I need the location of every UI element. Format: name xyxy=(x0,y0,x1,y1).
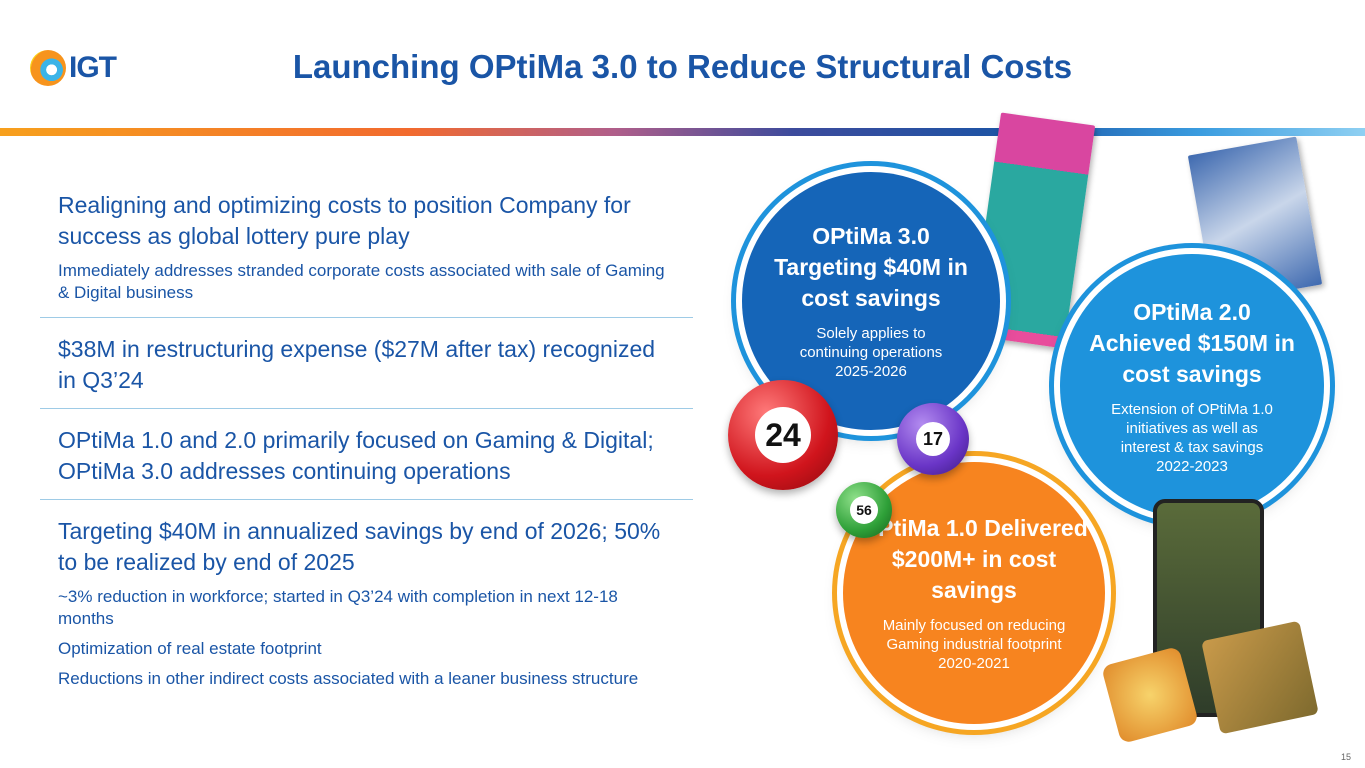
ball-number: 24 xyxy=(755,407,811,463)
section-bullet: Immediately addresses stranded corporate… xyxy=(58,261,665,302)
optima-2-title: OPtiMa 2.0 Achieved $150M in cost saving… xyxy=(1089,298,1295,387)
optima-3-title: OPtiMa 3.0 Targeting $40M in cost saving… xyxy=(774,223,968,311)
section-3: OPtiMa 1.0 and 2.0 primarily focused on … xyxy=(40,409,693,500)
section-1: Realigning and optimizing costs to posit… xyxy=(40,190,693,318)
section-heading: Targeting $40M in annualized savings by … xyxy=(58,518,661,575)
page-number: 15 xyxy=(1340,752,1351,762)
page-title: Launching OPtiMa 3.0 to Reduce Structura… xyxy=(292,48,1073,85)
section-heading: OPtiMa 1.0 and 2.0 primarily focused on … xyxy=(58,427,654,484)
section-4: Targeting $40M in annualized savings by … xyxy=(40,500,693,690)
optima-2-desc: Extension of OPtiMa 1.0 initiatives as w… xyxy=(1111,400,1273,456)
optima-1-desc: Mainly focused on reducing Gaming indust… xyxy=(882,617,1066,653)
bingo-ball-red: 24 xyxy=(728,380,838,490)
igt-sun-icon xyxy=(30,50,66,86)
ball-number: 17 xyxy=(916,422,950,456)
section-bullet: Reductions in other indirect costs assoc… xyxy=(58,669,639,688)
gradient-divider xyxy=(0,128,1365,136)
optima-3-years: 2025-2026 xyxy=(835,363,907,380)
optima-3-desc: Solely applies to continuing operations xyxy=(799,325,943,361)
section-bullet: ~3% reduction in workforce; started in Q… xyxy=(58,587,618,628)
bingo-ball-purple: 17 xyxy=(897,403,969,475)
optima-1-title: OPtiMa 1.0 Delivered $200M+ in cost savi… xyxy=(860,515,1088,603)
optima-3-circle: OPtiMa 3.0 Targeting $40M in cost saving… xyxy=(742,172,1000,430)
section-bullet: Optimization of real estate footprint xyxy=(58,639,322,658)
optima-1-years: 2020-2021 xyxy=(938,655,1010,672)
section-2: $38M in restructuring expense ($27M afte… xyxy=(40,318,693,409)
logo-text: IGT xyxy=(69,51,117,84)
igt-logo: IGT xyxy=(30,50,117,86)
content-list: Realigning and optimizing costs to posit… xyxy=(40,190,693,690)
optima-2-circle: OPtiMa 2.0 Achieved $150M in cost saving… xyxy=(1060,254,1324,518)
section-heading: Realigning and optimizing costs to posit… xyxy=(58,192,631,249)
section-heading: $38M in restructuring expense ($27M afte… xyxy=(58,336,656,393)
optima-2-years: 2022-2023 xyxy=(1156,457,1228,475)
ball-number: 56 xyxy=(850,496,878,524)
treasure-map-scroll-image xyxy=(1201,620,1319,735)
bingo-ball-green: 56 xyxy=(836,482,892,538)
